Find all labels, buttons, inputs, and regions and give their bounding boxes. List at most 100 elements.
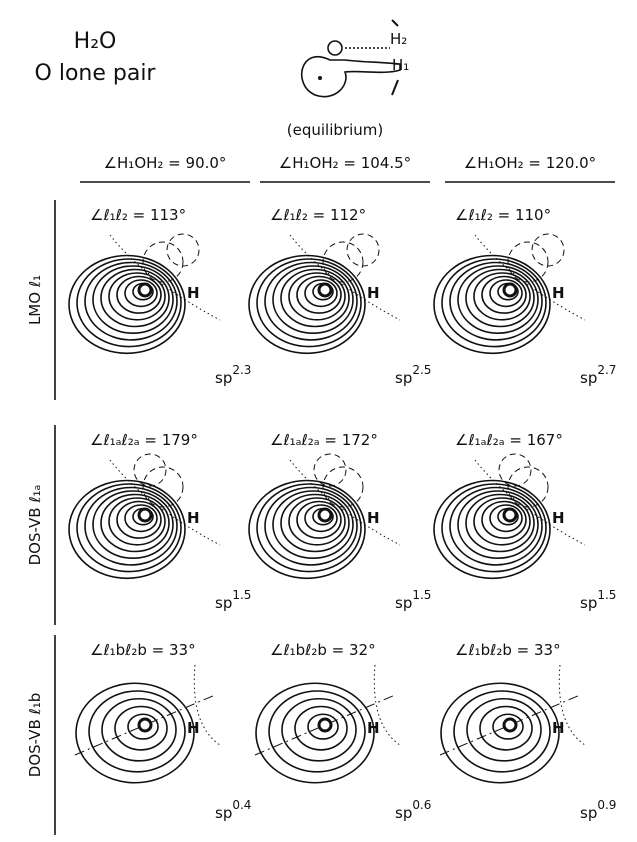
contour	[114, 705, 168, 751]
contour	[440, 682, 560, 784]
contour	[489, 279, 523, 308]
contour	[116, 275, 162, 314]
contour-plot	[248, 233, 401, 355]
node-line	[474, 459, 586, 546]
hybrid-label: sp0.6	[395, 798, 431, 822]
contour	[457, 265, 539, 334]
nucleus	[502, 282, 518, 298]
node-line	[193, 664, 221, 746]
hybrid-base: sp	[580, 804, 597, 822]
contour	[68, 479, 186, 580]
nucleus	[317, 717, 333, 733]
hybrid-exponent: 1.5	[232, 588, 251, 602]
hybrid-exponent: 2.7	[597, 363, 616, 377]
contour	[441, 483, 547, 573]
atom-label: H	[552, 719, 565, 737]
contour	[473, 497, 531, 546]
contour	[449, 486, 543, 566]
row-label: DOS-VB ℓ₁ₐ	[26, 485, 44, 566]
subtitle: O lone pair	[35, 61, 157, 86]
node-line	[289, 459, 401, 546]
hybrid-base: sp	[215, 804, 232, 822]
atom-label: H	[367, 284, 380, 302]
panel-angle: ∠ℓ₁bℓ₂b = 33°	[90, 641, 196, 659]
contour	[92, 265, 174, 334]
panel-angle: ∠ℓ₁bℓ₂b = 33°	[455, 641, 561, 659]
hybrid-base: sp	[395, 804, 412, 822]
neg-contour	[142, 241, 184, 283]
contour-plot	[74, 664, 221, 784]
contour	[84, 486, 178, 566]
contour	[248, 254, 366, 355]
contour	[280, 493, 350, 553]
contour	[75, 682, 195, 784]
contour-plot	[433, 453, 586, 580]
hybrid-base: sp	[215, 369, 232, 387]
hybrid-base: sp	[580, 369, 597, 387]
hybrid-label: sp2.7	[580, 363, 616, 387]
contour	[304, 504, 338, 533]
hybrid-exponent: 2.3	[232, 363, 251, 377]
inset-label: H₂	[390, 30, 407, 48]
contour-plot	[248, 453, 401, 580]
contour	[76, 258, 182, 348]
contour	[489, 504, 523, 533]
column-header: ∠H₁OH₂ = 104.5°	[279, 154, 411, 172]
contour	[127, 713, 159, 740]
panel-angle: ∠ℓ₁ℓ₂ = 112°	[270, 206, 366, 224]
panel-angle: ∠ℓ₁ₐℓ₂ₐ = 167°	[455, 431, 563, 449]
inset-label: H₁	[392, 56, 409, 74]
row-label: LMO ℓ₁	[26, 275, 44, 325]
contour-plot	[68, 453, 221, 580]
nucleus	[137, 507, 153, 523]
neg-contour	[313, 453, 347, 487]
hybrid-base: sp	[395, 369, 412, 387]
hybrid-base: sp	[215, 594, 232, 612]
contour	[100, 493, 170, 553]
node-line	[373, 664, 401, 746]
hybrid-exponent: 0.9	[597, 798, 616, 812]
column-header: ∠H₁OH₂ = 90.0°	[104, 154, 227, 172]
hybrid-label: sp1.5	[395, 588, 431, 612]
neg-contour	[346, 233, 380, 267]
neg-contour	[507, 466, 549, 508]
panel-angle: ∠ℓ₁ₐℓ₂ₐ = 179°	[90, 431, 198, 449]
atom-label: H	[552, 509, 565, 527]
neg-contour	[322, 466, 364, 508]
nucleus	[317, 282, 333, 298]
contour	[256, 258, 362, 348]
contour	[479, 705, 533, 751]
contour	[256, 483, 362, 573]
contour	[100, 268, 170, 328]
contour	[453, 690, 551, 773]
contour	[481, 500, 527, 539]
contour	[294, 705, 348, 751]
contour	[433, 479, 551, 580]
contour	[88, 690, 186, 773]
neg-contour	[322, 241, 364, 283]
contour	[296, 500, 342, 539]
neg-contour	[531, 233, 565, 267]
panel-angle: ∠ℓ₁ℓ₂ = 113°	[90, 206, 186, 224]
neg-contour	[507, 241, 549, 283]
node-line	[289, 234, 401, 321]
row-label: DOS-VB ℓ₁b	[26, 693, 44, 777]
nucleus	[502, 507, 518, 523]
contour	[465, 268, 535, 328]
nucleus	[137, 282, 153, 298]
node-line	[474, 234, 586, 321]
contour	[449, 261, 543, 341]
node-line	[558, 664, 586, 746]
hybrid-base: sp	[580, 594, 597, 612]
contour	[466, 697, 542, 762]
neg-contour	[142, 466, 184, 508]
contour	[288, 497, 346, 546]
contour	[108, 272, 166, 321]
contour	[264, 261, 358, 341]
contour	[108, 497, 166, 546]
atom-label: H	[187, 509, 200, 527]
nucleus	[317, 507, 333, 523]
hybrid-label: sp2.5	[395, 363, 431, 387]
